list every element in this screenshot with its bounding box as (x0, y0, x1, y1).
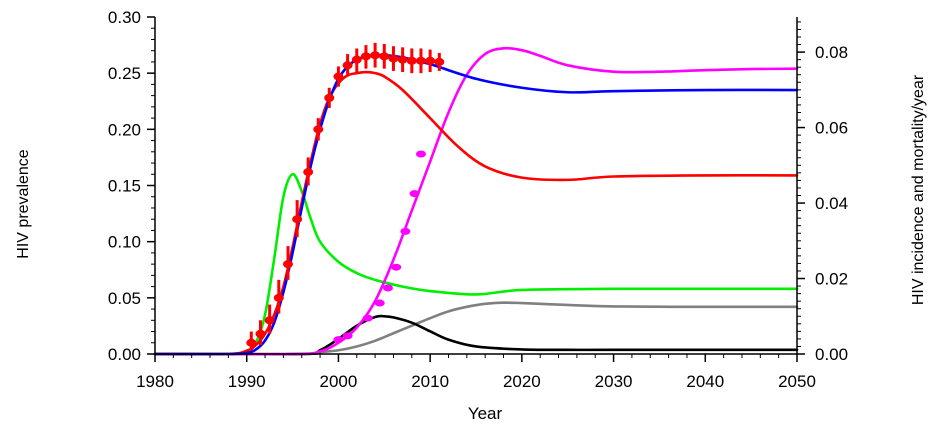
observed-prevalence-point (406, 48, 417, 74)
observed-prevalence-point (351, 48, 362, 73)
observed-marker (379, 52, 390, 61)
observed-marker (282, 260, 293, 269)
observed-prevalence-point (434, 52, 445, 71)
observed-prevalence-point (360, 45, 371, 69)
series-line-3 (153, 46, 799, 356)
left-y-tick-label: 0.30 (108, 8, 141, 27)
x-tick-label: 2040 (686, 372, 724, 391)
observed-prevalence-point (264, 304, 275, 334)
left-y-tick-label: 0.20 (108, 120, 141, 139)
right-y-tick-label: 0.04 (815, 194, 848, 213)
observed-prevalence-point (324, 87, 335, 108)
right-y-tick-label: 0.02 (815, 270, 848, 289)
observed-mortality-point (409, 190, 420, 198)
left-y-tick-label: 0.25 (108, 64, 141, 83)
observed-prevalence-point (397, 47, 408, 73)
observed-marker (370, 51, 381, 60)
left-y-axis-title: HIV prevalence (15, 149, 32, 258)
observed-marker (351, 55, 362, 64)
observed-marker (406, 56, 417, 65)
x-ticks: 1980 1990 2000 2010 2020 2030 2040 2050 (136, 354, 816, 391)
right-y-tick-label: 0.08 (815, 43, 848, 62)
observed-prevalence-point (415, 48, 426, 74)
x-tick-label: 2030 (595, 372, 633, 391)
observed-marker (264, 316, 275, 325)
x-tick-label: 2050 (778, 372, 816, 391)
observed-marker (292, 215, 303, 224)
left-y-tick-label: 0.00 (108, 345, 141, 364)
observed-prevalence-point (425, 49, 436, 73)
series-line-4 (153, 301, 799, 356)
observed-layer (246, 42, 445, 351)
observed-prevalence-point (388, 46, 399, 71)
observed-marker (342, 61, 353, 70)
observed-mortality-point (333, 336, 344, 344)
observed-marker (425, 56, 436, 65)
observed-marker (388, 54, 399, 63)
left-y-ticks: 0.00 0.05 0.10 0.15 0.20 0.25 0.30 (108, 8, 155, 364)
observed-mortality-point (374, 299, 385, 307)
series-line-0 (153, 70, 799, 356)
left-y-tick-label: 0.15 (108, 177, 141, 196)
observed-prevalence-point (255, 320, 266, 346)
observed-marker (434, 57, 445, 66)
observed-prevalence-point (292, 200, 303, 238)
observed-marker (246, 338, 257, 347)
observed-marker (415, 56, 426, 65)
series-layer (153, 46, 799, 356)
observed-mortality-point (391, 263, 402, 271)
observed-prevalence-point (246, 331, 257, 351)
observed-prevalence-point (379, 43, 390, 69)
observed-mortality-point (415, 150, 426, 158)
right-y-ticks: 0.00 0.02 0.04 0.06 0.08 (797, 21, 848, 364)
right-y-tick-label: 0.06 (815, 119, 848, 138)
observed-mortality-point (400, 227, 411, 235)
observed-prevalence-point (333, 66, 344, 87)
observed-marker (324, 93, 335, 102)
observed-marker (255, 329, 266, 338)
right-y-tick-label: 0.00 (815, 345, 848, 364)
observed-marker (303, 168, 314, 177)
observed-marker (397, 55, 408, 64)
series-line-2 (153, 172, 799, 356)
observed-mortality-point (362, 314, 373, 322)
x-tick-label: 1990 (228, 372, 266, 391)
left-y-tick-label: 0.10 (108, 233, 141, 252)
plot-area (153, 42, 799, 356)
observed-mortality-point (342, 332, 353, 340)
axes: 1980 1990 2000 2010 2020 2030 2040 2050 0.000.0… (108, 8, 848, 391)
x-tick-label: 2010 (411, 372, 449, 391)
x-tick-label: 2020 (503, 372, 541, 391)
right-y-axis-title: HIV incidence and mortality/year (910, 74, 927, 305)
observed-mortality-point (382, 284, 393, 292)
x-tick-label: 2000 (320, 372, 358, 391)
observed-marker (333, 72, 344, 81)
left-y-tick-label: 0.05 (108, 289, 141, 308)
observed-prevalence-point (370, 42, 381, 68)
observed-prevalence-point (282, 246, 293, 280)
x-axis-title: Year (468, 404, 503, 423)
x-tick-label: 1980 (136, 372, 174, 391)
observed-prevalence-point (313, 118, 324, 141)
observed-prevalence-point (342, 54, 353, 77)
observed-prevalence-point (303, 157, 314, 186)
observed-marker (360, 52, 371, 61)
observed-marker (313, 125, 324, 134)
observed-prevalence-point (273, 279, 284, 314)
series-line-1 (153, 53, 799, 356)
series-line-5 (153, 314, 799, 356)
observed-marker (273, 293, 284, 302)
